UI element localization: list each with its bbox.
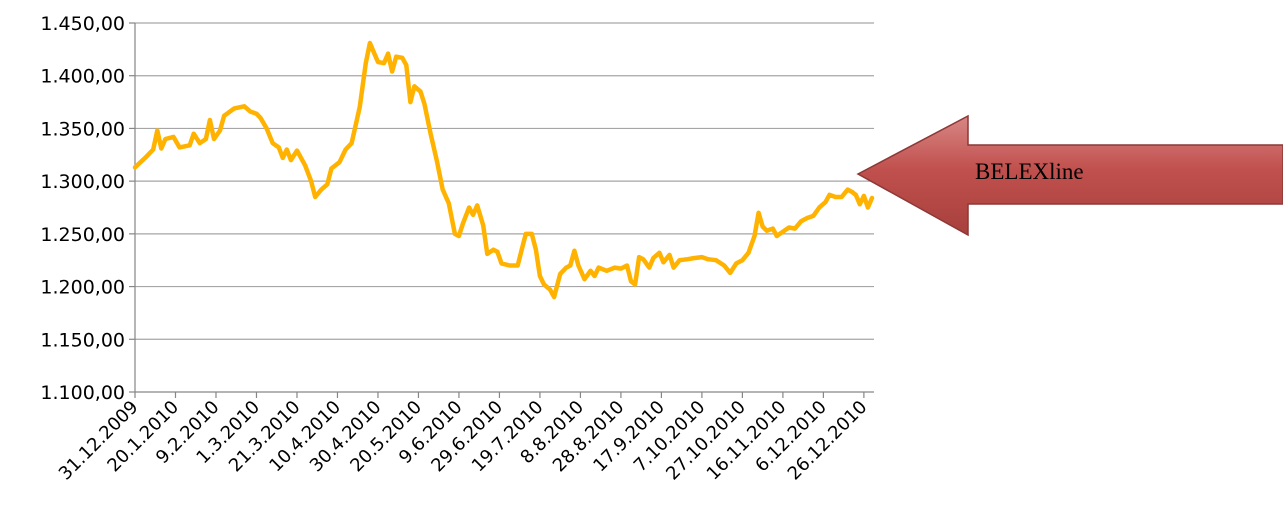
y-tick-label: 1.200,00 [40,277,125,299]
y-tick-labels: 1.100,00 1.150,00 1.200,00 1.250,00 1.300,00… [40,13,125,404]
series-line [132,40,875,300]
y-tick-label: 1.350,00 [40,118,125,140]
y-tick-label: 1.300,00 [40,171,125,193]
y-tick-label: 1.150,00 [40,329,125,351]
y-tick-label: 1.450,00 [40,13,125,35]
callout-arrow-shape [856,114,1283,237]
x-tick-labels: 31.12.200920.1.20109.2.20101.3.201021.3.… [55,397,872,485]
callout-label: BELEXline [975,159,1084,184]
y-tick-label: 1.400,00 [40,66,125,88]
data-series [132,40,875,300]
y-tick-label: 1.100,00 [40,382,125,404]
belexline-callout-arrow: BELEXline [856,114,1283,237]
axes [134,23,874,398]
y-tick-label: 1.250,00 [40,224,125,246]
gridlines [129,22,874,393]
